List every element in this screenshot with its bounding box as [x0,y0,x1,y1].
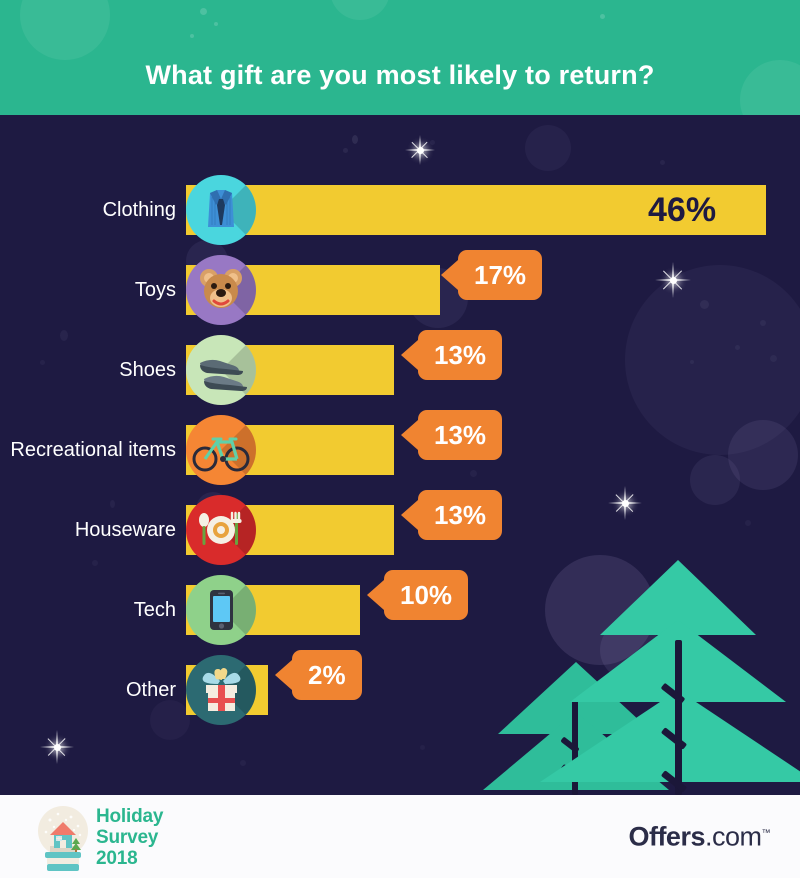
survey-line-1: Holiday [96,806,164,827]
speck [735,345,740,350]
bg-circle [728,420,798,490]
speck [60,330,68,341]
speck [343,148,348,153]
table-row: Clothing 46% [0,170,800,250]
header-speck [214,22,218,26]
speck [110,500,115,508]
header-circle [330,0,390,20]
category-label: Tech [133,598,176,621]
speck [92,560,98,566]
value-label-houseware: 13% [434,499,487,530]
bar-clothing [186,185,766,235]
snow-globe-icon [28,802,98,872]
speck [690,360,694,364]
category-label: Recreational items [10,438,176,461]
speck [352,135,358,144]
footer-bar: Holiday Survey 2018 Offers.com™ [0,795,800,878]
value-label-other: 2% [308,659,346,690]
category-label: Houseware [74,518,176,541]
callout-other: 2% [275,650,362,700]
table-row: Recreational items 13% [0,410,800,490]
bar-chart: Clothing 46% Toys [0,115,800,795]
table-row: Shoes 13% [0,330,800,410]
callout-tech: 10% [367,570,469,620]
bg-circle [690,455,740,505]
header-speck [190,34,194,38]
gift-box-icon [186,655,256,725]
value-label-tech: 10% [400,579,453,610]
table-row: Tech 10% [0,570,800,650]
value-label-clothing: 46% [648,190,717,229]
category-label: Shoes [119,358,176,381]
shoes-icon [186,335,256,405]
category-label: Toys [134,278,176,301]
shirt-tie-icon [186,175,256,245]
speck [420,745,425,750]
table-row: Other 2% [0,650,800,730]
speck [770,355,777,362]
speck [700,300,709,309]
table-row: Houseware 13% [0,490,800,570]
value-label-shoes: 13% [434,339,487,370]
speck [760,320,766,326]
speck [660,160,665,165]
header-speck [600,14,605,19]
callout-recreational: 13% [401,410,503,460]
survey-line-2: Survey [96,827,159,848]
bg-circle [625,265,800,455]
teddy-bear-icon [186,255,256,325]
survey-line-3: 2018 [96,848,138,869]
holiday-survey-logo-text: Holiday Survey 2018 [96,806,163,869]
brand-name: Offers [628,821,705,851]
speck [470,470,477,477]
header-speck [200,8,207,15]
speck [240,760,246,766]
category-label: Clothing [102,198,176,221]
speck [430,140,435,145]
brand-suffix: .com [704,821,762,851]
header-banner: What gift are you most likely to return? [0,0,800,115]
callout-houseware: 13% [401,490,503,540]
bicycle-icon [186,415,256,485]
speck [745,520,751,526]
bg-circle [525,125,571,171]
offers-com-logo[interactable]: Offers.com™ [628,821,770,852]
table-row: Toys 17% [0,250,800,330]
speck [40,360,45,365]
plate-cutlery-icon [186,495,256,565]
value-label-toys: 17% [474,259,527,290]
bg-circle [150,700,190,740]
smartphone-icon [186,575,256,645]
callout-shoes: 13% [401,330,503,380]
value-label-recreational: 13% [434,419,487,450]
trademark-symbol: ™ [761,827,771,837]
category-label: Other [125,678,176,701]
page-title: What gift are you most likely to return? [145,60,655,91]
callout-toys: 17% [441,250,543,300]
